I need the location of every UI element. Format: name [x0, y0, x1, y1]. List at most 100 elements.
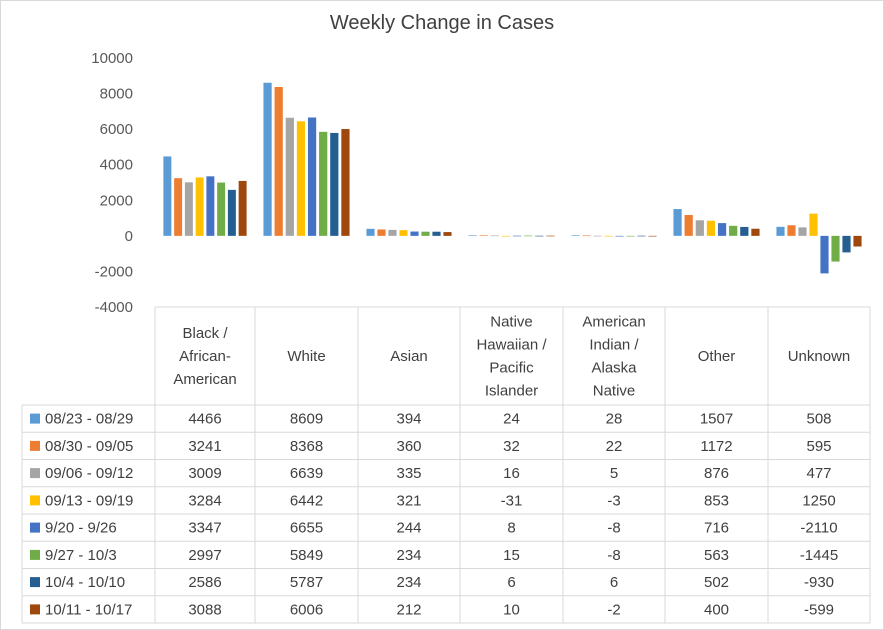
data-label-0-5: 1507	[700, 411, 733, 428]
data-label-1-4: 22	[606, 438, 623, 455]
y-tick-label-5: 0	[125, 228, 133, 245]
bar-5-4	[626, 235, 635, 237]
bar-2-6	[798, 227, 807, 236]
bar-1-0	[174, 178, 183, 236]
data-label-1-3: 32	[503, 438, 520, 455]
data-label-2-2: 335	[396, 465, 421, 482]
data-label-3-2: 321	[396, 492, 421, 509]
bar-7-6	[853, 235, 862, 247]
bar-1-4	[582, 235, 591, 237]
bar-2-0	[184, 182, 193, 236]
category-label-3-3: Islander	[485, 383, 538, 400]
legend-label-4: 9/20 - 9/26	[45, 520, 117, 537]
bar-6-5	[740, 226, 749, 236]
data-label-7-4: -2	[607, 601, 620, 618]
legend-swatch-4	[30, 522, 40, 533]
category-label-0-1: African-	[179, 348, 231, 365]
bar-3-4	[604, 235, 613, 237]
category-label-3-0: Native	[490, 314, 533, 331]
data-label-0-2: 394	[396, 411, 421, 428]
data-label-3-3: -31	[501, 492, 523, 509]
data-label-5-0: 2997	[188, 547, 221, 564]
category-label-6-0: Unknown	[788, 348, 851, 365]
y-tick-label-3: 4000	[100, 157, 133, 174]
data-label-1-6: 595	[806, 438, 831, 455]
bar-4-2	[410, 231, 419, 236]
bar-0-5	[673, 209, 682, 236]
data-label-0-0: 4466	[188, 411, 221, 428]
legend-swatch-6	[30, 577, 40, 588]
data-label-6-1: 5787	[290, 574, 323, 591]
bar-1-3	[479, 235, 488, 236]
y-axis: 10000 8000 6000 4000 2000 0 -2000 -4000	[91, 50, 133, 316]
category-label-3-1: Hawaiian /	[476, 337, 547, 354]
legend-swatch-5	[30, 549, 40, 560]
category-label-4-3: Native	[593, 383, 636, 400]
bar-6-0	[227, 189, 236, 236]
bar-0-3	[468, 235, 477, 237]
data-label-3-6: 1250	[802, 492, 835, 509]
bar-4-1	[307, 117, 317, 236]
data-label-6-3: 6	[507, 574, 515, 591]
bar-4-6	[820, 235, 829, 274]
category-label-4-2: Alaska	[591, 360, 637, 377]
bar-6-3	[535, 235, 544, 237]
bar-2-5	[695, 220, 704, 236]
data-label-6-5: 502	[704, 574, 729, 591]
legend-label-1: 08/30 - 09/05	[45, 438, 133, 455]
data-label-3-0: 3284	[188, 492, 221, 509]
bar-4-4	[615, 235, 624, 237]
data-label-1-2: 360	[396, 438, 421, 455]
bar-1-2	[377, 229, 386, 236]
data-label-2-3: 16	[503, 465, 520, 482]
data-label-6-6: -930	[804, 574, 834, 591]
bars	[163, 82, 862, 274]
legend-label-7: 10/11 - 10/17	[45, 601, 132, 618]
data-label-0-1: 8609	[290, 411, 323, 428]
legend-swatch-3	[30, 495, 40, 506]
y-tick-label-6: -2000	[95, 263, 133, 280]
bar-3-3	[501, 235, 511, 237]
bar-2-4	[593, 235, 602, 237]
bar-5-5	[729, 225, 738, 236]
bar-4-3	[512, 235, 522, 237]
bar-6-6	[842, 235, 851, 253]
data-label-2-6: 477	[806, 465, 831, 482]
data-label-7-5: 400	[704, 601, 729, 618]
bar-3-1	[296, 121, 306, 236]
y-tick-label-0: 10000	[91, 50, 133, 67]
legend-label-2: 09/06 - 09/12	[45, 465, 133, 482]
bar-3-6	[809, 213, 818, 236]
bar-3-0	[195, 177, 204, 236]
bar-5-3	[524, 235, 533, 237]
bar-6-2	[432, 231, 441, 236]
bar-6-1	[330, 132, 339, 236]
data-label-1-1: 8368	[290, 438, 323, 455]
bar-6-4	[637, 235, 646, 237]
bar-7-1	[341, 129, 350, 236]
bar-2-3	[490, 235, 499, 237]
bar-2-1	[285, 117, 294, 236]
y-tick-label-7: -4000	[95, 299, 133, 316]
y-tick-label-1: 8000	[100, 86, 133, 103]
bar-7-0	[238, 180, 247, 236]
data-label-1-5: 1172	[700, 438, 732, 455]
bar-7-2	[443, 232, 452, 236]
bar-1-5	[684, 215, 693, 236]
data-label-5-1: 5849	[290, 547, 323, 564]
data-label-0-4: 28	[606, 411, 623, 428]
data-label-5-2: 234	[396, 547, 421, 564]
y-tick-label-4: 2000	[100, 192, 133, 209]
bar-5-2	[421, 231, 430, 236]
bar-0-4	[571, 235, 580, 236]
data-label-2-4: 5	[610, 465, 618, 482]
data-label-0-3: 24	[503, 411, 520, 428]
data-label-2-0: 3009	[188, 465, 221, 482]
chart-title: Weekly Change in Cases	[330, 12, 554, 34]
legend-swatch-0	[30, 413, 40, 424]
legend-swatch-1	[30, 440, 40, 451]
bar-4-5	[717, 223, 727, 236]
data-table: Black / African- American White Asian Native H…	[21, 306, 871, 624]
